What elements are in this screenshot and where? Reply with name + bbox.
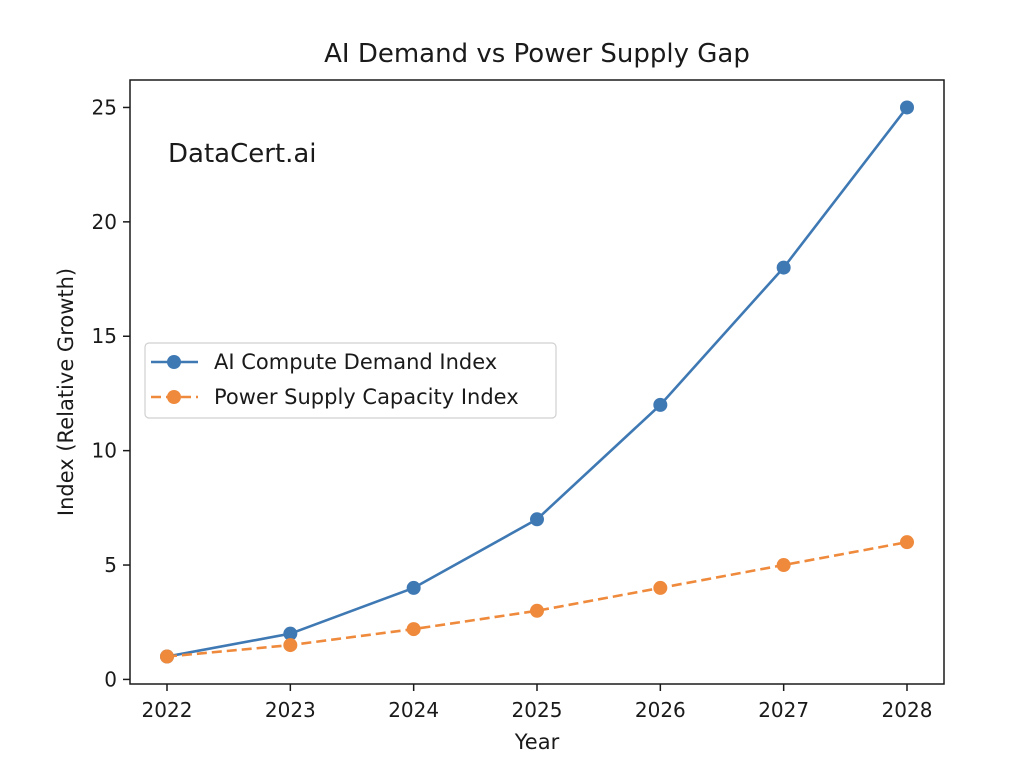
- x-tick-label: 2025: [512, 698, 563, 722]
- watermark-annotation: DataCert.ai: [168, 139, 317, 169]
- legend-marker-2: [167, 390, 181, 404]
- x-tick-label: 2022: [142, 698, 193, 722]
- series-2-point: [776, 558, 791, 573]
- series-1-point: [900, 100, 914, 115]
- series-2-point: [283, 638, 298, 653]
- chart-title: AI Demand vs Power Supply Gap: [324, 39, 750, 69]
- legend: AI Compute Demand Index Power Supply Capa…: [144, 342, 557, 419]
- series-1-point: [776, 260, 791, 275]
- series-1-point: [406, 580, 421, 595]
- series-1-point: [530, 512, 544, 527]
- legend-label-2: Power Supply Capacity Index: [214, 385, 519, 409]
- x-tick-label: 2024: [388, 698, 439, 722]
- series-2-point: [530, 603, 544, 618]
- y-tick-label: 10: [92, 439, 117, 463]
- legend-label-1: AI Compute Demand Index: [214, 350, 497, 374]
- y-tick-label: 0: [104, 667, 117, 691]
- y-tick-label: 5: [104, 553, 117, 577]
- series-1-point: [653, 397, 668, 412]
- series-layer: [160, 100, 914, 664]
- x-tick-label: 2027: [758, 698, 809, 722]
- series-2-point: [406, 622, 421, 637]
- x-axis-label: Year: [514, 730, 560, 754]
- series-2-point: [900, 535, 914, 550]
- x-tick-label: 2023: [265, 698, 316, 722]
- x-tick-label: 2028: [882, 698, 933, 722]
- y-axis-label: Index (Relative Growth): [54, 268, 78, 516]
- y-tick-label: 25: [92, 95, 117, 119]
- y-tick-label: 15: [92, 324, 117, 348]
- series-2-point: [160, 649, 174, 664]
- y-tick-label: 20: [92, 210, 117, 234]
- series-1-point: [283, 626, 298, 641]
- legend-marker-1: [167, 355, 181, 369]
- x-tick-label: 2026: [635, 698, 686, 722]
- series-2-point: [653, 580, 668, 595]
- legend-box: [144, 342, 557, 419]
